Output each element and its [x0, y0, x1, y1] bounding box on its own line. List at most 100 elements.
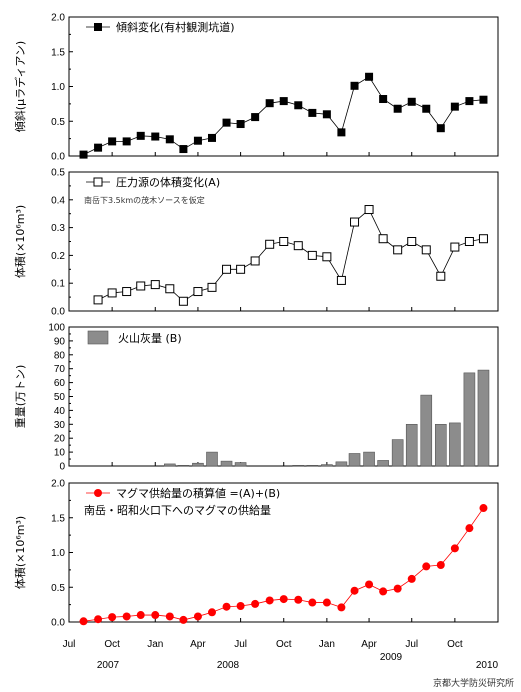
y-axis-label: 体積(×10⁶m³)	[13, 516, 27, 589]
bar	[206, 451, 218, 467]
data-point	[165, 135, 174, 144]
data-point	[265, 99, 274, 108]
data-point	[79, 150, 88, 159]
chart-panel-1: 0.0 0.5 1.0 1.5 2.0 傾斜(μラディアン) 傾斜変化(有村観測坑道)	[13, 13, 499, 163]
data-point	[151, 132, 160, 141]
bar	[377, 460, 389, 467]
data-point	[279, 237, 289, 246]
bar	[449, 422, 461, 467]
data-point	[136, 281, 146, 291]
data-point	[136, 131, 145, 140]
data-point	[478, 234, 488, 244]
chart-panel-2: 0.0 0.1 0.2 0.3 0.4 0.5 体積(×10⁶m³) 圧力源の体積変化(A) 南…	[13, 168, 499, 318]
credit: 京都大学防災研究所	[433, 677, 514, 689]
y-tick-label: 1.0	[51, 82, 65, 93]
data-point	[365, 580, 374, 589]
bar	[348, 453, 361, 467]
x-tick-label: Apr	[361, 639, 377, 650]
data-point	[151, 611, 160, 620]
data-point	[178, 296, 188, 306]
bar	[335, 461, 348, 467]
x-year-label: 2007	[97, 660, 120, 671]
data-point	[122, 137, 131, 146]
y-tick-label: 1.5	[51, 513, 65, 524]
y-tick-label: 70	[54, 364, 66, 375]
data-point	[379, 95, 388, 104]
x-tick-label: Oct	[276, 639, 292, 650]
data-point	[407, 97, 416, 106]
legend-swatch	[87, 330, 109, 345]
data-point	[308, 108, 317, 117]
data-point	[165, 612, 174, 621]
x-tick-label: Jan	[319, 639, 335, 650]
data-point	[265, 596, 274, 605]
y-tick-label: 1.0	[51, 548, 65, 559]
data-point	[208, 133, 216, 142]
data-point	[193, 612, 202, 621]
bar	[292, 465, 305, 467]
data-point	[307, 250, 317, 260]
data-point	[465, 524, 474, 533]
data-point	[350, 217, 360, 227]
data-point	[193, 287, 203, 297]
data-point	[337, 128, 346, 137]
data-point	[293, 241, 303, 251]
data-point	[465, 97, 474, 106]
data-point	[251, 113, 260, 122]
data-point	[436, 271, 446, 281]
plot-frame	[68, 16, 499, 157]
bar	[477, 369, 490, 467]
x-tick-label: Jul	[63, 639, 76, 650]
data-point	[107, 288, 117, 298]
y-tick-label: 20	[54, 434, 66, 445]
data-point	[393, 104, 402, 113]
x-tick-label: Jul	[405, 639, 418, 650]
y-tick-label: 2.0	[51, 13, 65, 24]
data-point	[165, 284, 175, 294]
data-point	[407, 237, 417, 246]
legend-label: 圧力源の体積変化(A)	[116, 175, 220, 189]
y-tick-label: 40	[54, 406, 66, 417]
legend-marker	[94, 23, 102, 31]
data-point	[222, 602, 231, 611]
data-point	[236, 120, 245, 129]
chart-panel-3: 0 10 20 30 40 50 60 70 80 90 100 重量(万トン) 火山灰量 (B)	[13, 323, 499, 473]
y-tick-label: 0	[59, 462, 65, 473]
x-year-label: 2010	[476, 660, 499, 671]
y-tick-label: 0.4	[51, 195, 65, 206]
annotation: 南岳下3.5kmの茂木ソースを仮定	[84, 195, 205, 205]
data-point	[94, 143, 103, 152]
data-point	[393, 584, 402, 593]
data-point	[479, 504, 488, 513]
data-point	[450, 102, 459, 111]
data-point	[350, 81, 359, 90]
data-point	[136, 611, 145, 620]
data-point	[350, 586, 359, 595]
data-point	[322, 110, 331, 119]
x-tick-label: Jan	[147, 639, 163, 650]
y-axis-label: 傾斜(μラディアン)	[13, 41, 27, 132]
y-tick-label: 1.5	[51, 47, 65, 58]
y-tick-label: 10	[54, 448, 66, 459]
data-point	[236, 264, 246, 274]
bar	[192, 462, 204, 467]
bar	[164, 463, 176, 467]
data-point	[450, 242, 460, 252]
data-point	[322, 252, 332, 262]
y-tick-label: 100	[48, 323, 65, 334]
data-point	[364, 205, 374, 215]
bar	[234, 462, 247, 467]
y-tick-label: 0.0	[51, 618, 65, 629]
y-tick-label: 30	[54, 420, 66, 431]
data-point	[108, 613, 117, 622]
bar	[463, 372, 476, 467]
y-axis-label: 体積(×10⁶m³)	[13, 205, 27, 278]
legend-label: 火山灰量 (B)	[118, 331, 182, 345]
data-point	[250, 256, 260, 266]
data-point	[150, 280, 160, 290]
bar	[321, 464, 333, 467]
data-point	[93, 295, 103, 305]
x-year-label: 2008	[217, 660, 240, 671]
y-tick-label: 0.0	[51, 307, 65, 318]
bar	[405, 423, 418, 467]
